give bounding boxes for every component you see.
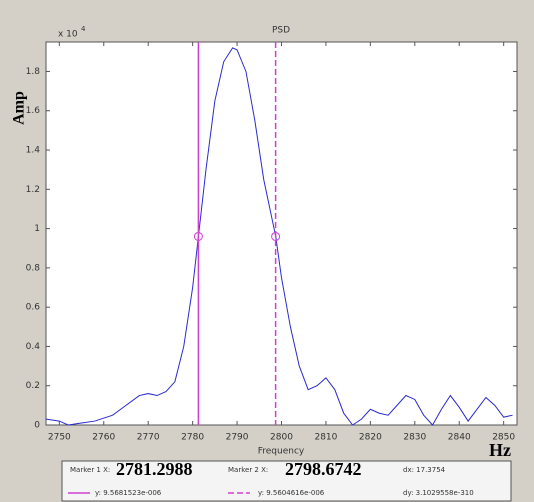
y-tick-label: 1.2 — [26, 185, 40, 195]
marker-readout-box — [61, 460, 512, 502]
x-tick-label: 2790 — [226, 433, 249, 443]
x-tick-label: 2770 — [137, 433, 160, 443]
y-multiplier-exponent: 4 — [81, 25, 86, 33]
marker-label: Marker 2 X: — [228, 466, 268, 474]
marker-label: Marker 1 X: — [70, 466, 110, 474]
y-tick-label: 1 — [34, 224, 40, 234]
chart-title: PSD — [272, 26, 290, 36]
x-tick-label: 2750 — [48, 433, 71, 443]
marker-point — [271, 231, 281, 241]
y-tick-label: 1.6 — [26, 106, 41, 116]
psd-line — [45, 47, 513, 426]
x-tick-label: 2850 — [492, 433, 515, 443]
x-tick-label: 2810 — [314, 433, 337, 443]
x-tick-label: 2800 — [270, 433, 293, 443]
y-tick-label: 1.8 — [26, 67, 41, 77]
marker-y-readout: y: 9.5604616e-006 — [258, 489, 325, 497]
x-axis-label: Frequency — [258, 447, 305, 457]
dy-readout: dy: 3.1029558e-310 — [403, 489, 474, 497]
dx-readout: dx: 17.3754 — [403, 466, 446, 474]
plot-area — [45, 41, 518, 426]
y-tick-label: 0 — [34, 421, 40, 431]
x-tick-label: 2840 — [448, 433, 471, 443]
y-tick-label: 0.6 — [26, 303, 41, 313]
x-tick-label: 2760 — [92, 433, 115, 443]
y-tick-label: 0.8 — [26, 263, 41, 273]
y-axis-label: Amp — [11, 91, 28, 125]
y-multiplier: x 10 — [58, 30, 78, 40]
marker-y-readout: y: 9.5681523e-006 — [95, 489, 162, 497]
y-tick-label: 0.4 — [26, 342, 41, 352]
x-tick-label: 2820 — [359, 433, 382, 443]
marker-point — [193, 231, 203, 241]
marker-x-readout: 2781.2988 — [116, 459, 193, 479]
y-tick-label: 1.4 — [26, 146, 41, 156]
x-tick-label: 2780 — [181, 433, 204, 443]
y-tick-label: 0.2 — [26, 381, 40, 391]
x-unit-label: Hz — [489, 440, 511, 460]
marker-x-readout: 2798.6742 — [285, 459, 362, 479]
x-tick-label: 2830 — [403, 433, 426, 443]
